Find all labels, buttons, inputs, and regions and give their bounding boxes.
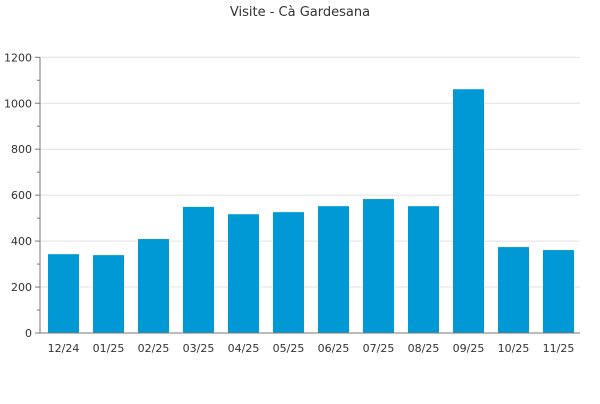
x-tick-label: 07/25 <box>363 342 395 355</box>
x-tick-label: 05/25 <box>273 342 305 355</box>
bar-10-25[interactable] <box>498 247 529 333</box>
bar-11-25[interactable] <box>543 250 574 333</box>
bar-12-24[interactable] <box>48 254 79 333</box>
x-tick-label: 04/25 <box>228 342 260 355</box>
x-tick-label: 03/25 <box>183 342 215 355</box>
y-tick-label: 1000 <box>4 97 32 110</box>
y-tick-label: 800 <box>11 143 32 156</box>
x-tick-label: 12/24 <box>48 342 80 355</box>
bar-03-25[interactable] <box>183 206 214 333</box>
bar-08-25[interactable] <box>408 206 439 333</box>
y-tick-label: 0 <box>25 327 32 340</box>
x-tick-label: 01/25 <box>93 342 125 355</box>
x-tick-label: 09/25 <box>453 342 485 355</box>
x-tick-label: 10/25 <box>498 342 530 355</box>
bar-01-25[interactable] <box>93 255 124 333</box>
bar-07-25[interactable] <box>363 199 394 333</box>
bar-04-25[interactable] <box>228 214 259 333</box>
bar-06-25[interactable] <box>318 206 349 333</box>
chart-title: Visite - Cà Gardesana <box>230 5 370 20</box>
x-tick-label: 02/25 <box>138 342 170 355</box>
y-tick-label: 400 <box>11 235 32 248</box>
bar-05-25[interactable] <box>273 212 304 333</box>
x-tick-label: 06/25 <box>318 342 350 355</box>
bar-02-25[interactable] <box>138 239 169 333</box>
y-tick-label: 1200 <box>4 51 32 64</box>
x-tick-label: 08/25 <box>408 342 440 355</box>
x-tick-label: 11/25 <box>543 342 575 355</box>
y-tick-label: 200 <box>11 281 32 294</box>
y-tick-label: 600 <box>11 189 32 202</box>
bar-09-25[interactable] <box>453 89 484 333</box>
